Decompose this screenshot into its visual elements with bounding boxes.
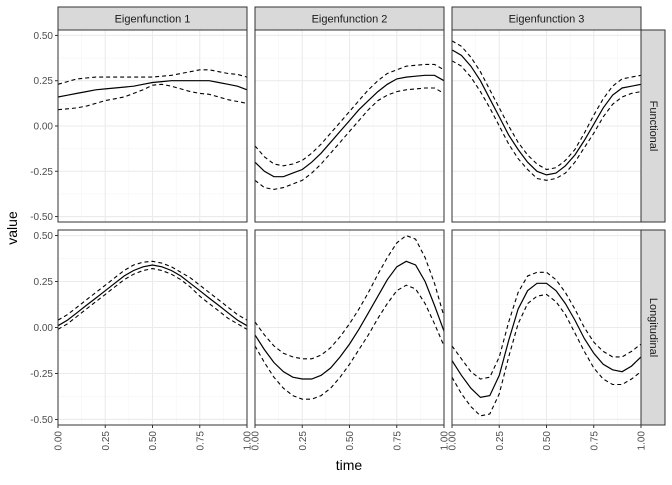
column-strip-label: Eigenfunction 2 [312,14,388,26]
lower-band-line [254,284,445,400]
panel-longitudinal-2: 0.00 0.25 0.50 0.75 1.00 [251,229,451,451]
panel-functional-1: -0.50 -0.25 0.00 0.25 0.50 [30,29,248,223]
y-tick-label: 0.00 [34,323,54,334]
row-strip-label: Longitudinal [647,298,659,357]
lower-band-line [57,268,248,330]
y-tick-label: -0.25 [30,369,53,380]
row-strip [640,229,666,426]
x-tick-label: 0.75 [392,431,403,451]
x-tick-label: 0.50 [148,431,159,451]
x-tick-label: 0.25 [495,431,506,451]
upper-band-line [451,40,642,171]
y-tick-label: -0.50 [30,415,53,426]
x-tick-label: 0.25 [101,431,112,451]
panel-longitudinal-3: 0.00 0.25 0.50 0.75 1.00 [448,229,648,451]
column-strip [451,6,642,31]
estimate-line [254,74,445,178]
upper-band-line [57,260,248,321]
y-tick-label: -0.50 [30,212,53,223]
x-tick-label: 1.00 [637,431,648,451]
column-strip-label: Eigenfunction 1 [115,14,191,26]
x-tick-label: 0.00 [251,431,262,451]
estimate-line [57,80,248,98]
estimate-line [57,264,248,327]
y-tick-label: -0.25 [30,167,53,178]
x-tick-label: 0.50 [345,431,356,451]
x-tick-label: 0.50 [542,431,553,451]
x-tick-label: 0.25 [298,431,309,451]
y-tick-label: 0.25 [34,277,54,288]
y-tick-label: 0.50 [34,231,54,242]
y-tick-label: 0.50 [34,31,54,42]
x-axis-label: time [336,457,363,473]
estimate-line [451,282,642,399]
upper-band-line [254,234,445,360]
estimate-line [451,49,642,176]
column-strip [254,6,445,31]
y-tick-label: 0.25 [34,76,54,87]
upper-band-line [254,63,445,167]
row-strip-label: Functional [647,101,659,152]
y-tick-label: 0.00 [34,122,54,133]
upper-band-line [451,271,642,380]
lower-band-line [451,60,642,181]
lower-band-line [57,83,248,111]
panel-functional-3 [451,29,642,223]
x-tick-label: 0.00 [54,431,65,451]
row-strip [640,29,666,223]
x-tick-label: 1.00 [440,431,451,451]
x-tick-label: 0.00 [448,431,459,451]
x-tick-label: 0.75 [589,431,600,451]
y-axis-label: value [4,211,20,245]
estimate-line [254,260,445,380]
x-tick-label: 0.75 [195,431,206,451]
column-strip [57,6,248,31]
x-tick-label: 1.00 [243,431,254,451]
lower-band-line [254,87,445,190]
panel-longitudinal-1: -0.50 -0.25 0.00 0.25 0.50 0.00 0.25 0.50 0.75 1.… [30,229,254,451]
panel-functional-2 [254,29,445,223]
column-strip-label: Eigenfunction 3 [509,14,585,26]
lower-band-line [451,293,642,417]
